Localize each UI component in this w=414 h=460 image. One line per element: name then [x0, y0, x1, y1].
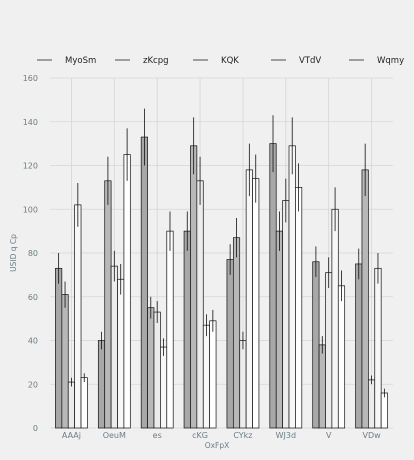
- bar-VTdV-V: [331, 208, 339, 429]
- bar-Wqmy-V: [337, 285, 346, 429]
- bar-Wqmy-CYkz: [252, 178, 260, 429]
- y-tick-label: 20: [28, 380, 38, 389]
- bar-KQK-CYkz: [239, 340, 247, 429]
- legend-label: zKcpg: [143, 56, 169, 66]
- bar-VTdV-AAAj: [74, 204, 82, 429]
- bar-KQK-V: [325, 272, 333, 429]
- x-tick-label: es: [153, 431, 162, 440]
- bar-KQK-es: [153, 311, 161, 429]
- x-tick-label: OeuM: [103, 431, 126, 440]
- bar-VTdV-WJ3d: [288, 145, 296, 429]
- legend-label: KQK: [221, 56, 239, 66]
- bar-VTdV-cKG: [202, 324, 211, 429]
- bar-VTdV-CYkz: [245, 169, 253, 429]
- x-tick-label: WJ3d: [276, 431, 296, 440]
- bar-VTdV-VDw: [374, 267, 382, 429]
- bar-MyoSm-es: [140, 136, 148, 429]
- y-tick-label: 80: [28, 249, 38, 258]
- bar-MyoSm-VDw: [355, 263, 363, 429]
- x-axis-title: OxFpX: [205, 441, 230, 450]
- bar-Wqmy-AAAj: [80, 377, 88, 429]
- bar-Wqmy-VDw: [380, 392, 388, 429]
- bar-MyoSm-CYkz: [226, 259, 234, 429]
- bar-MyoSm-cKG: [183, 230, 191, 429]
- bar-KQK-AAAj: [67, 381, 75, 429]
- x-axis-ticks: AAAj OeuM es cKG CYkz WJ3d V VDw: [62, 431, 381, 440]
- bar-MyoSm-V: [312, 261, 320, 429]
- legend-label: MyoSm: [65, 56, 96, 66]
- y-axis-title: USID q Cp: [9, 234, 18, 272]
- bar-zKcpg-es: [147, 307, 155, 429]
- y-tick-label: 160: [23, 74, 38, 83]
- bar-zKcpg-V: [318, 344, 326, 429]
- bars: [55, 108, 388, 429]
- bar-KQK-cKG: [196, 180, 204, 429]
- bar-Wqmy-es: [166, 230, 174, 429]
- y-axis-ticks: 0 20 40 60 80 100 120 140 160: [23, 74, 38, 433]
- bar-VTdV-es: [160, 346, 168, 429]
- x-tick-label: VDw: [362, 431, 381, 440]
- bar-zKcpg-AAAj: [61, 294, 69, 429]
- y-tick-label: 0: [33, 424, 38, 433]
- x-tick-label: AAAj: [62, 431, 81, 440]
- bar-Wqmy-WJ3d: [295, 187, 303, 429]
- x-tick-label: V: [326, 431, 332, 440]
- bar-zKcpg-OeuM: [104, 180, 112, 429]
- x-tick-label: cKG: [192, 431, 208, 440]
- bar-zKcpg-WJ3d: [275, 230, 283, 429]
- bar-Wqmy-cKG: [209, 320, 217, 429]
- y-tick-label: 120: [23, 162, 38, 171]
- y-tick-label: 140: [23, 118, 38, 127]
- legend-label: Wqmy: [377, 56, 404, 66]
- bar-KQK-VDw: [368, 379, 376, 429]
- bar-Wqmy-OeuM: [123, 154, 131, 429]
- bar-MyoSm-AAAj: [55, 267, 63, 429]
- bar-zKcpg-VDw: [361, 169, 369, 429]
- bar-KQK-WJ3d: [282, 200, 290, 429]
- legend-label: VTdV: [299, 56, 321, 66]
- bar-VTdV-OeuM: [117, 278, 125, 429]
- bar-MyoSm-WJ3d: [269, 143, 277, 429]
- y-tick-label: 40: [28, 337, 38, 346]
- bar-zKcpg-CYkz: [232, 237, 241, 429]
- bar-zKcpg-cKG: [190, 145, 198, 429]
- x-tick-label: CYkz: [233, 431, 252, 440]
- y-tick-label: 100: [23, 205, 38, 214]
- bar-MyoSm-OeuM: [97, 340, 106, 429]
- bar-KQK-OeuM: [110, 265, 118, 429]
- y-tick-label: 60: [28, 293, 38, 302]
- legend: MyoSm zKcpg KQK VTdV Wqmy: [37, 56, 404, 66]
